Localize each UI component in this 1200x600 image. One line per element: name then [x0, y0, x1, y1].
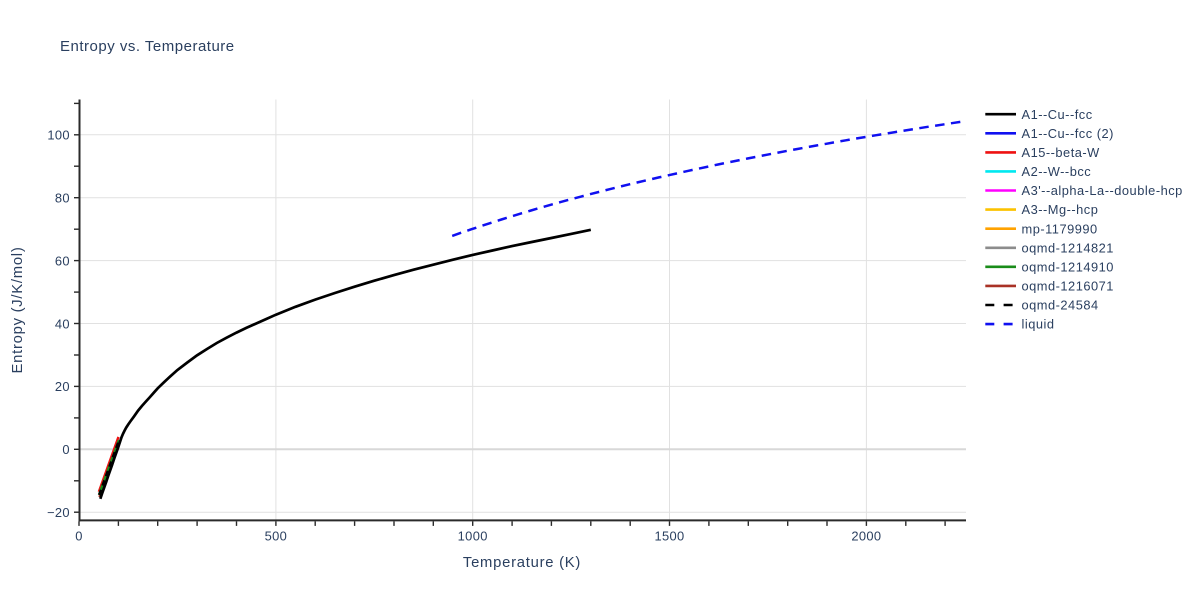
- svg-text:2000: 2000: [851, 529, 881, 544]
- svg-text:oqmd-1216071: oqmd-1216071: [1022, 279, 1114, 294]
- svg-text:oqmd-24584: oqmd-24584: [1022, 298, 1099, 313]
- svg-text:A15--beta-W: A15--beta-W: [1022, 145, 1101, 160]
- svg-text:A3'--alpha-La--double-hcp: A3'--alpha-La--double-hcp: [1022, 183, 1183, 198]
- svg-text:60: 60: [55, 253, 70, 268]
- svg-text:1500: 1500: [654, 529, 684, 544]
- svg-text:oqmd-1214910: oqmd-1214910: [1022, 259, 1114, 274]
- svg-text:0: 0: [75, 529, 83, 544]
- svg-text:1000: 1000: [458, 529, 488, 544]
- svg-text:Entropy (J/K/mol): Entropy (J/K/mol): [10, 246, 26, 373]
- svg-text:40: 40: [55, 316, 70, 331]
- svg-text:oqmd-1214821: oqmd-1214821: [1022, 240, 1114, 255]
- svg-text:0: 0: [62, 442, 69, 457]
- svg-text:A3--Mg--hcp: A3--Mg--hcp: [1022, 202, 1099, 217]
- svg-text:A1--Cu--fcc: A1--Cu--fcc: [1022, 107, 1093, 122]
- svg-text:100: 100: [47, 128, 69, 143]
- svg-text:Temperature (K): Temperature (K): [463, 555, 581, 571]
- svg-text:A1--Cu--fcc (2): A1--Cu--fcc (2): [1022, 126, 1114, 141]
- svg-text:liquid: liquid: [1022, 317, 1055, 332]
- svg-text:20: 20: [55, 379, 70, 394]
- svg-text:Entropy vs. Temperature: Entropy vs. Temperature: [60, 38, 235, 55]
- svg-text:−20: −20: [47, 505, 70, 520]
- svg-text:500: 500: [265, 529, 288, 544]
- svg-text:mp-1179990: mp-1179990: [1022, 221, 1098, 236]
- svg-text:A2--W--bcc: A2--W--bcc: [1022, 164, 1092, 179]
- svg-text:80: 80: [55, 191, 70, 206]
